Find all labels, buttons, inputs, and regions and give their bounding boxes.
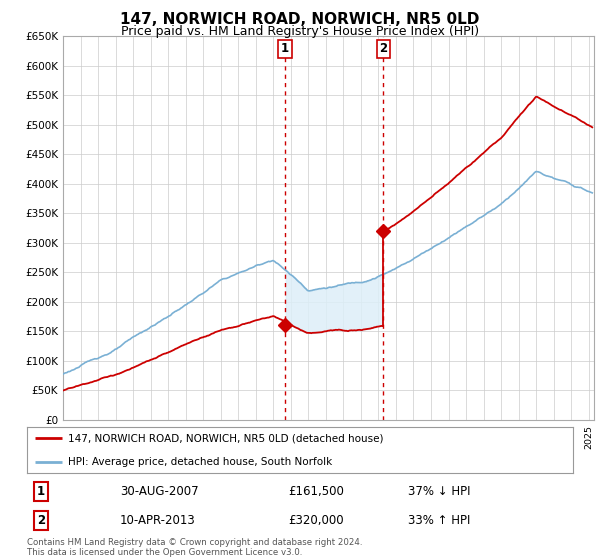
Text: £161,500: £161,500: [288, 485, 344, 498]
Text: 2: 2: [379, 42, 387, 55]
Text: 33% ↑ HPI: 33% ↑ HPI: [408, 514, 470, 527]
Text: 1: 1: [281, 42, 289, 55]
Text: HPI: Average price, detached house, South Norfolk: HPI: Average price, detached house, Sout…: [68, 456, 332, 466]
Text: 10-APR-2013: 10-APR-2013: [120, 514, 196, 527]
Text: Contains HM Land Registry data © Crown copyright and database right 2024.
This d: Contains HM Land Registry data © Crown c…: [27, 538, 362, 557]
Text: 1: 1: [37, 485, 45, 498]
Text: 147, NORWICH ROAD, NORWICH, NR5 0LD: 147, NORWICH ROAD, NORWICH, NR5 0LD: [121, 12, 479, 27]
Text: 37% ↓ HPI: 37% ↓ HPI: [408, 485, 470, 498]
Text: £320,000: £320,000: [288, 514, 344, 527]
Text: 2: 2: [37, 514, 45, 527]
Text: Price paid vs. HM Land Registry's House Price Index (HPI): Price paid vs. HM Land Registry's House …: [121, 25, 479, 38]
Text: 30-AUG-2007: 30-AUG-2007: [120, 485, 199, 498]
Text: 147, NORWICH ROAD, NORWICH, NR5 0LD (detached house): 147, NORWICH ROAD, NORWICH, NR5 0LD (det…: [68, 433, 383, 444]
